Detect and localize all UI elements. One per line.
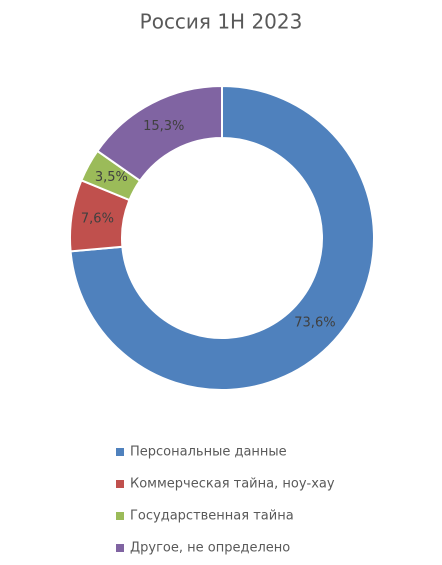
donut-segment: [69, 84, 375, 391]
data-label: 15,3%: [143, 119, 184, 134]
data-label: 3,5%: [95, 170, 128, 185]
data-label: 7,6%: [81, 212, 114, 227]
legend-label: Персональные данные: [130, 445, 287, 460]
legend-label: Другое, не определено: [130, 541, 290, 556]
legend-label: Коммерческая тайна, ноу-хау: [130, 477, 335, 492]
legend-marker: [116, 544, 124, 552]
chart-title: Россия 1H 2023: [140, 10, 303, 34]
legend-marker: [116, 512, 124, 520]
legend-marker: [116, 480, 124, 488]
donut-segment: [95, 84, 223, 183]
legend-marker: [116, 448, 124, 456]
legend-label: Государственная тайна: [130, 509, 294, 524]
data-label: 73,6%: [294, 316, 335, 331]
